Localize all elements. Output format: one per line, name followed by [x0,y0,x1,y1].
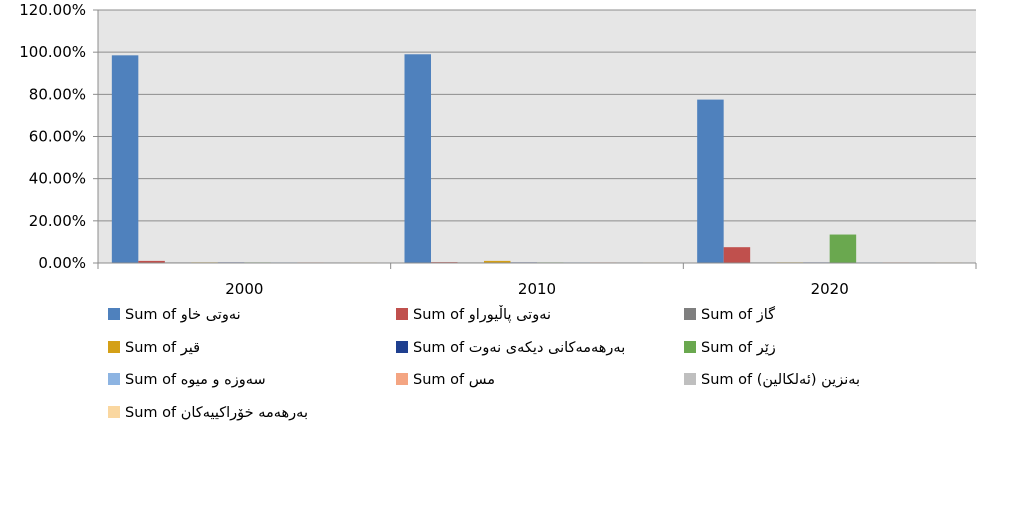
bar [484,260,511,263]
legend: Sum of نەوتی خاو Sum of نەوتی پاڵیوراو Sum… [108,305,860,421]
legend-swatch [108,406,120,418]
legend-swatch [684,341,696,353]
y-tick-labels: 0.00% 20.00% 40.00% 60.00% 80.00% 100.00% 120.… [19,1,86,272]
legend-label: Sum of بەرهەمەکانی دیکەی نەوت [413,340,625,356]
legend-item: Sum of مس [396,372,495,388]
legend-item: Sum of سەوزە و میوە [108,372,266,388]
y-tick-label: 120.00% [19,1,86,19]
legend-swatch [396,308,408,320]
legend-swatch [108,341,120,353]
bar [829,234,857,263]
legend-swatch [396,373,408,385]
y-tick-label: 40.00% [29,170,86,188]
bar [723,247,751,263]
bar [697,99,724,264]
x-tick-labels: 2000 2010 2020 [225,280,849,298]
y-tick-label: 100.00% [19,43,86,61]
legend-swatch [108,308,120,320]
legend-label: Sum of بەنزین (ئەلکالین) [701,372,860,388]
bar [111,55,139,264]
gridlines [98,9,976,222]
legend-item: Sum of نەوتی خاو [108,307,241,323]
legend-label: Sum of نەوتی پاڵیوراو [413,305,551,323]
y-tick-label: 80.00% [29,85,86,103]
legend-item: Sum of قیر [108,340,200,356]
legend-item: Sum of بەنزین (ئەلکالین) [684,372,860,388]
legend-label: Sum of گاز [701,306,775,323]
legend-item: Sum of بەرهەمە خۆراکییەکان [108,405,308,421]
legend-label: Sum of مس [413,372,495,388]
legend-label: Sum of زێر [701,340,776,356]
legend-item: Sum of گاز [684,306,775,323]
legend-swatch [396,341,408,353]
legend-swatch [108,373,120,385]
legend-label: Sum of بەرهەمە خۆراکییەکان [125,405,308,421]
y-tick-label: 60.00% [29,128,86,146]
legend-label: Sum of نەوتی خاو [125,307,241,323]
x-tick-label: 2000 [225,280,263,298]
axes [93,9,977,269]
x-tick-label: 2010 [518,280,556,298]
legend-item: Sum of نەوتی پاڵیوراو [396,305,551,323]
legend-label: Sum of قیر [125,340,200,356]
legend-item: Sum of زێر [684,340,776,356]
legend-label: Sum of سەوزە و میوە [125,372,266,388]
x-tick-label: 2020 [811,280,849,298]
legend-swatch [684,308,696,320]
legend-swatch [684,373,696,385]
legend-item: Sum of بەرهەمەکانی دیکەی نەوت [396,340,625,356]
y-tick-label: 20.00% [29,212,86,230]
bar [404,54,431,264]
y-tick-label: 0.00% [38,254,86,272]
bar [138,260,165,263]
